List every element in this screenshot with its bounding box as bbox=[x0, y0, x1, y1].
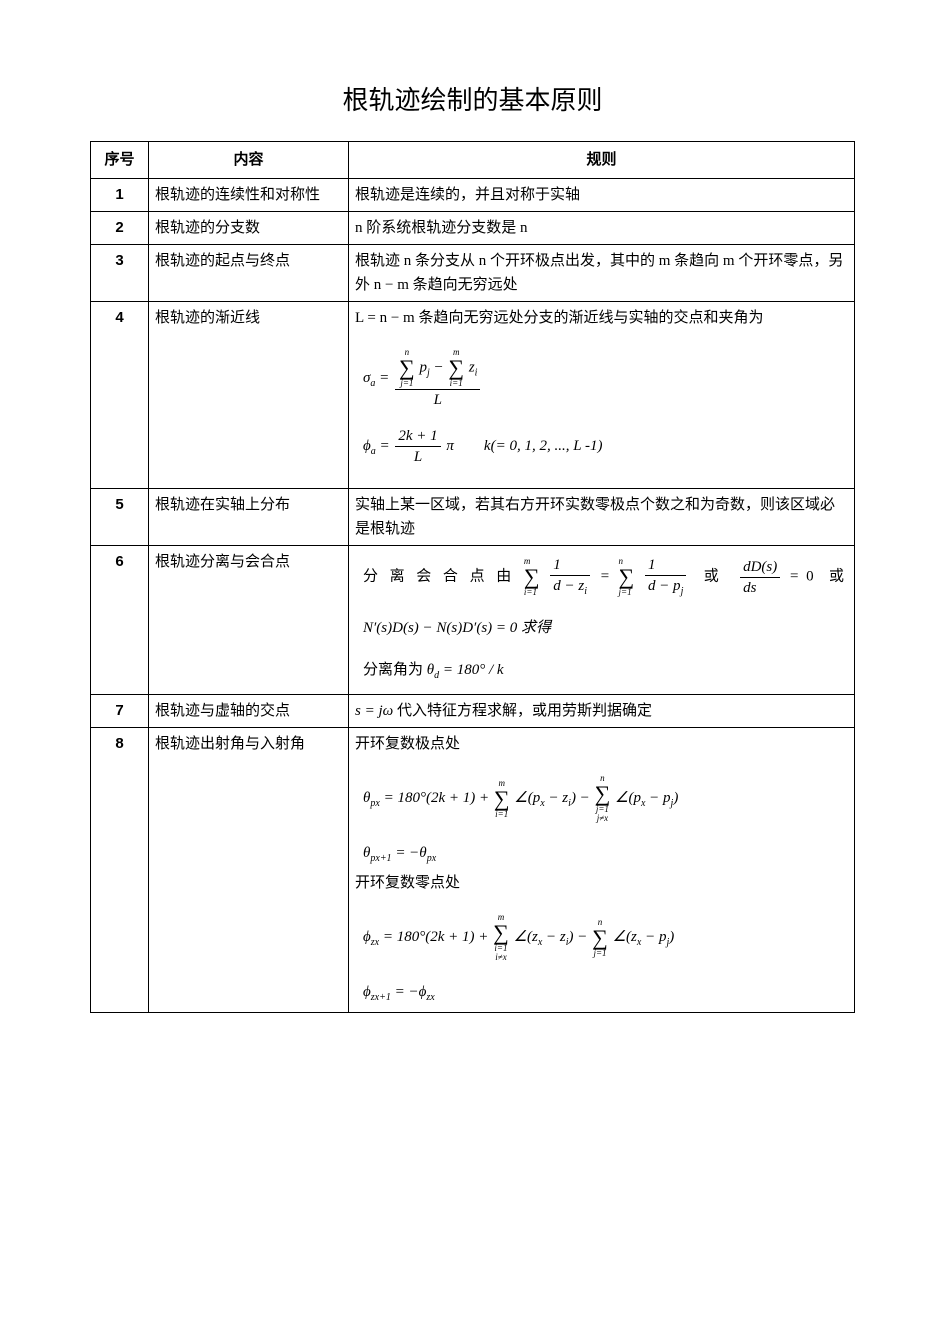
cell-content: 根轨迹分离与会合点 bbox=[149, 546, 349, 695]
table-header-row: 序号 内容 规则 bbox=[91, 142, 855, 179]
cell-content: 根轨迹的渐近线 bbox=[149, 302, 349, 489]
cell-num: 1 bbox=[91, 179, 149, 212]
cell-rule: 开环复数极点处 θpx = 180°(2k + 1) + m∑i=1 ∠(px … bbox=[349, 728, 855, 1013]
formula-phi-a: ϕa = 2k + 1L π k(= 0, 1, 2, ..., L -1) bbox=[363, 427, 848, 466]
cell-content: 根轨迹的连续性和对称性 bbox=[149, 179, 349, 212]
formula-sigma-a: σa = n∑j=1 pj − m∑i=1 zi L bbox=[363, 348, 848, 409]
table-row: 5 根轨迹在实轴上分布 实轴上某一区域，若其右方开环实数零极点个数之和为奇数，则… bbox=[91, 489, 855, 546]
cell-rule: s = jω 代入特征方程求解，或用劳斯判据确定 bbox=[349, 695, 855, 728]
formula-theta-px: θpx = 180°(2k + 1) + m∑i=1 ∠(px − zi) − … bbox=[363, 774, 848, 823]
formula-nprime: N′(s)D(s) − N(s)D′(s) = 0 求得 bbox=[363, 616, 848, 640]
cell-content: 根轨迹的起点与终点 bbox=[149, 245, 349, 302]
text-line: 开环复数极点处 bbox=[355, 736, 460, 752]
rule-text: L = n − m 条趋向无穷远处分支的渐近线与实轴的交点和夹角为 bbox=[355, 310, 763, 326]
cell-rule: 根轨迹 n 条分支从 n 个开环极点出发，其中的 m 条趋向 m 个开环零点，另… bbox=[349, 245, 855, 302]
cell-content: 根轨迹出射角与入射角 bbox=[149, 728, 349, 1013]
table-row: 2 根轨迹的分支数 n 阶系统根轨迹分支数是 n bbox=[91, 212, 855, 245]
col-header-rule: 规则 bbox=[349, 142, 855, 179]
table-row: 8 根轨迹出射角与入射角 开环复数极点处 θpx = 180°(2k + 1) … bbox=[91, 728, 855, 1013]
cell-num: 4 bbox=[91, 302, 149, 489]
cell-rule: 实轴上某一区域，若其右方开环实数零极点个数之和为奇数，则该区域必是根轨迹 bbox=[349, 489, 855, 546]
cell-num: 5 bbox=[91, 489, 149, 546]
cell-rule: 分 离 会 合 点 由 m∑i=1 1d − zi = n∑j=1 1d − p… bbox=[349, 546, 855, 695]
cell-content: 根轨迹在实轴上分布 bbox=[149, 489, 349, 546]
formula-phi-neg: ϕzx+1 = −ϕzx bbox=[363, 980, 848, 1006]
col-header-num: 序号 bbox=[91, 142, 149, 179]
table-row: 6 根轨迹分离与会合点 分 离 会 合 点 由 m∑i=1 1d − zi = … bbox=[91, 546, 855, 695]
text-line: 开环复数零点处 bbox=[355, 875, 460, 891]
cell-num: 8 bbox=[91, 728, 149, 1013]
cell-content: 根轨迹的分支数 bbox=[149, 212, 349, 245]
table-row: 3 根轨迹的起点与终点 根轨迹 n 条分支从 n 个开环极点出发，其中的 m 条… bbox=[91, 245, 855, 302]
cell-content: 根轨迹与虚轴的交点 bbox=[149, 695, 349, 728]
cell-rule: n 阶系统根轨迹分支数是 n bbox=[349, 212, 855, 245]
cell-num: 2 bbox=[91, 212, 149, 245]
table-row: 4 根轨迹的渐近线 L = n − m 条趋向无穷远处分支的渐近线与实轴的交点和… bbox=[91, 302, 855, 489]
cell-rule: L = n − m 条趋向无穷远处分支的渐近线与实轴的交点和夹角为 σa = n… bbox=[349, 302, 855, 489]
page-title: 根轨迹绘制的基本原则 bbox=[90, 80, 855, 117]
formula-theta-neg: θpx+1 = −θpx bbox=[363, 841, 848, 867]
formula-phi-zx: ϕzx = 180°(2k + 1) + m∑i=1i≠x ∠(zx − zi)… bbox=[363, 913, 848, 962]
table-row: 1 根轨迹的连续性和对称性 根轨迹是连续的，并且对称于实轴 bbox=[91, 179, 855, 212]
cell-rule: 根轨迹是连续的，并且对称于实轴 bbox=[349, 179, 855, 212]
rules-table: 序号 内容 规则 1 根轨迹的连续性和对称性 根轨迹是连续的，并且对称于实轴 2… bbox=[90, 141, 855, 1013]
formula-angle: 分离角为 θd = 180° / k bbox=[363, 658, 848, 684]
cell-num: 6 bbox=[91, 546, 149, 695]
formula-breakaway: 分 离 会 合 点 由 m∑i=1 1d − zi = n∑j=1 1d − p… bbox=[363, 556, 848, 598]
cell-num: 3 bbox=[91, 245, 149, 302]
col-header-content: 内容 bbox=[149, 142, 349, 179]
table-row: 7 根轨迹与虚轴的交点 s = jω 代入特征方程求解，或用劳斯判据确定 bbox=[91, 695, 855, 728]
cell-num: 7 bbox=[91, 695, 149, 728]
